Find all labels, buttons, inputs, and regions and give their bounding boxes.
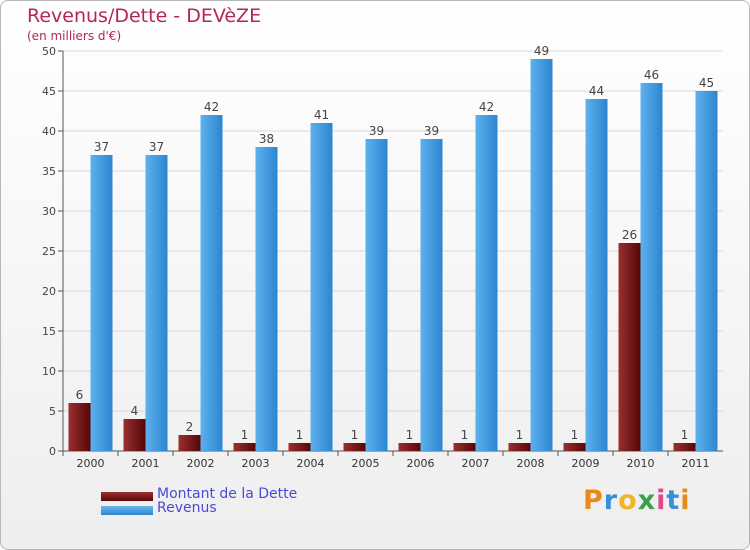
x-tick-label: 2006 (407, 457, 435, 470)
debt-bar (398, 443, 421, 451)
bar-chart: 0 5 10 15 20 25 30 35 40 45 50 2000 6 37 2001 4 37 2002 2 4… (42, 44, 723, 470)
debt-value-label: 1 (351, 428, 359, 442)
legend-swatch-debt (101, 492, 153, 501)
debt-bar (123, 419, 146, 451)
legend-label-revenue: Revenus (157, 500, 217, 516)
debt-value-label: 6 (76, 388, 84, 402)
y-tick-label: 30 (42, 205, 56, 218)
debt-bar (343, 443, 366, 451)
revenue-value-label: 37 (149, 140, 164, 154)
y-tick-label: 40 (42, 125, 56, 138)
debt-value-label: 1 (296, 428, 304, 442)
y-tick-label: 20 (42, 285, 56, 298)
x-tick-label: 2001 (132, 457, 160, 470)
revenue-bar (145, 155, 168, 451)
debt-bar (453, 443, 476, 451)
x-tick-label: 2002 (187, 457, 215, 470)
revenue-value-label: 42 (479, 100, 494, 114)
revenue-bar (365, 139, 388, 451)
y-tick-label: 50 (42, 45, 56, 58)
proxiti-logo: Proxiti (583, 485, 691, 516)
logo-letter: P (583, 485, 604, 516)
y-tick-label: 10 (42, 365, 56, 378)
debt-value-label: 1 (406, 428, 414, 442)
debt-bar (508, 443, 531, 451)
y-tick-label: 35 (42, 165, 56, 178)
debt-bar (673, 443, 696, 451)
debt-bar (233, 443, 256, 451)
x-tick-label: 2005 (352, 457, 380, 470)
revenue-value-label: 44 (589, 84, 604, 98)
revenue-bar (420, 139, 443, 451)
debt-bar (178, 435, 201, 451)
revenue-value-label: 37 (94, 140, 109, 154)
debt-value-label: 1 (241, 428, 249, 442)
legend-label-debt: Montant de la Dette (157, 486, 298, 502)
revenue-value-label: 39 (369, 124, 384, 138)
debt-bar (563, 443, 586, 451)
revenue-bar (640, 83, 663, 451)
x-tick-label: 2008 (517, 457, 545, 470)
revenue-value-label: 38 (259, 132, 274, 146)
debt-value-label: 1 (516, 428, 524, 442)
x-tick-label: 2007 (462, 457, 490, 470)
debt-bar (618, 243, 641, 451)
revenue-value-label: 45 (699, 76, 714, 90)
y-tick-label: 15 (42, 325, 56, 338)
revenue-bar (255, 147, 278, 451)
revenue-value-label: 46 (644, 68, 659, 82)
x-tick-label: 2003 (242, 457, 270, 470)
debt-value-label: 1 (681, 428, 689, 442)
debt-value-label: 2 (186, 420, 194, 434)
revenue-bar (530, 59, 553, 451)
debt-bar (288, 443, 311, 451)
revenue-bar (90, 155, 113, 451)
chart-title: Revenus/Dette - DEVèZE (27, 5, 262, 27)
logo-letter: t (666, 485, 681, 516)
revenue-bar (200, 115, 223, 451)
debt-bar (68, 403, 91, 451)
x-tick-label: 2004 (297, 457, 325, 470)
logo-letter: i (656, 485, 667, 516)
x-tick-label: 2000 (77, 457, 105, 470)
revenue-value-label: 39 (424, 124, 439, 138)
revenue-bar (475, 115, 498, 451)
revenue-bar (310, 123, 333, 451)
x-tick-label: 2011 (682, 457, 710, 470)
logo-letter: x (637, 485, 657, 516)
revenue-value-label: 42 (204, 100, 219, 114)
logo-letter: i (680, 485, 691, 516)
debt-value-label: 26 (622, 228, 637, 242)
y-tick-label: 45 (42, 85, 56, 98)
debt-value-label: 1 (461, 428, 469, 442)
y-tick-label: 5 (49, 405, 56, 418)
debt-value-label: 1 (571, 428, 579, 442)
debt-value-label: 4 (131, 404, 139, 418)
revenue-bar (695, 91, 718, 451)
logo-letter: o (618, 485, 638, 516)
logo-letter: r (603, 485, 619, 516)
chart-subtitle: (en milliers d'€) (27, 29, 122, 43)
y-tick-label: 0 (49, 445, 56, 458)
x-tick-label: 2010 (627, 457, 655, 470)
legend-swatch-revenue (101, 506, 153, 515)
y-tick-label: 25 (42, 245, 56, 258)
revenue-bar (585, 99, 608, 451)
revenue-value-label: 41 (314, 108, 329, 122)
revenue-value-label: 49 (534, 44, 549, 58)
x-tick-label: 2009 (572, 457, 600, 470)
